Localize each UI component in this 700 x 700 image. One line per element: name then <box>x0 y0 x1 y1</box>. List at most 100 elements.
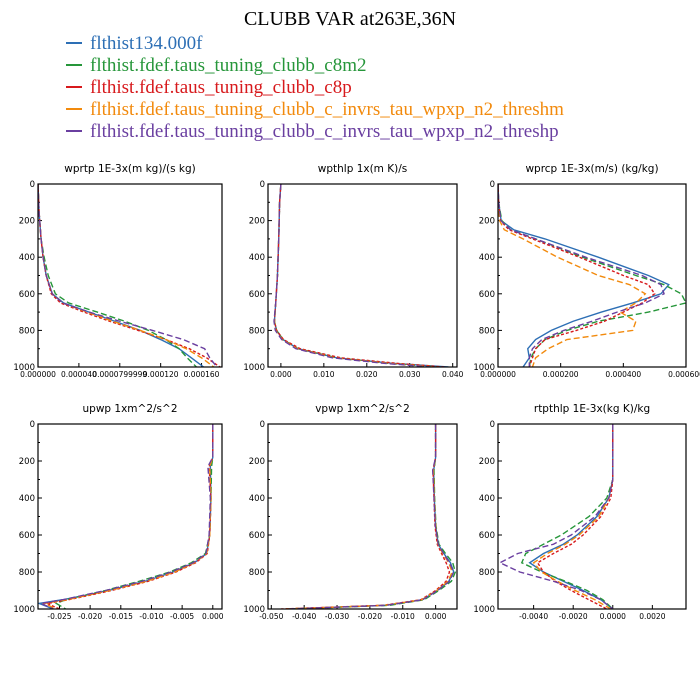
legend-label: flthist134.000f <box>90 33 203 54</box>
plot-frame <box>497 423 687 610</box>
x-tick-label: 0.000400 <box>605 370 641 379</box>
y-tick-label: 800 <box>479 568 495 578</box>
chart-panel: rtpthlp 1E-3x(kg K)/kg 0 200 400 600 800 1000 -… <box>473 403 687 621</box>
series-line <box>498 184 670 367</box>
legend-label: flthist.fdef.taus_tuning_clubb_c8m2 <box>90 55 367 76</box>
series-line <box>520 424 614 609</box>
series-line <box>536 424 614 609</box>
panel-title: wprtp 1E-3x(m kg)/(s kg) <box>64 163 195 175</box>
x-tick-label: -0.030 <box>325 612 349 621</box>
series-line <box>498 184 686 367</box>
y-tick-label: 200 <box>479 217 495 227</box>
panel-title: wprcp 1E-3x(m/s) (kg/kg) <box>525 163 658 175</box>
plot-frame <box>267 183 458 368</box>
y-tick-label: 600 <box>249 290 265 300</box>
y-tick-label: 800 <box>249 568 265 578</box>
x-tick-label: 0.000200 <box>543 370 579 379</box>
x-tick-label: -0.010 <box>391 612 415 621</box>
x-tick-label: 0.040 <box>442 370 464 379</box>
legend-item: flthist.fdef.taus_tuning_clubb_c_invrs_t… <box>66 99 564 121</box>
x-tick-label: 0.000000 <box>20 370 56 379</box>
chart-panel: wprtp 1E-3x(m kg)/(s kg) 0 200 400 600 800 100… <box>13 163 223 379</box>
x-tick-label: -0.005 <box>170 612 194 621</box>
x-tick-label: -0.025 <box>47 612 71 621</box>
x-tick-label: -0.050 <box>259 612 283 621</box>
series-line <box>290 424 457 609</box>
y-tick-label: 0 <box>260 180 265 190</box>
x-tick-label: -0.0020 <box>559 612 588 621</box>
legend-line-swatch <box>66 41 82 44</box>
y-tick-label: 800 <box>19 568 35 578</box>
legend-label: flthist.fdef.taus_tuning_clubb_c_invrs_t… <box>90 99 564 120</box>
y-tick-label: 200 <box>19 217 35 227</box>
series-line <box>287 424 455 609</box>
legend-item: flthist.fdef.taus_tuning_clubb_c_invrs_t… <box>66 121 564 143</box>
y-tick-label: 1000 <box>13 363 35 373</box>
y-tick-label: 800 <box>19 326 35 336</box>
series-line <box>38 424 214 609</box>
series-line <box>38 184 218 367</box>
y-tick-label: 600 <box>19 290 35 300</box>
y-tick-label: 1000 <box>243 605 265 615</box>
y-tick-label: 200 <box>249 217 265 227</box>
series-line <box>44 424 214 609</box>
x-tick-label: 0.0000799999 <box>92 370 147 379</box>
series-line <box>281 424 451 609</box>
panel-title: rtpthlp 1E-3x(kg K)/kg <box>534 403 650 415</box>
x-tick-label: 0.0000 <box>600 612 626 621</box>
y-tick-label: 600 <box>479 531 495 541</box>
series-line <box>273 184 436 367</box>
legend-label: flthist.fdef.taus_tuning_clubb_c8p <box>90 77 352 98</box>
y-tick-label: 200 <box>19 457 35 467</box>
y-tick-label: 200 <box>479 457 495 467</box>
legend-line-swatch <box>66 107 82 110</box>
y-tick-label: 400 <box>479 494 495 504</box>
plot-frame <box>267 423 458 610</box>
x-tick-label: -0.040 <box>292 612 316 621</box>
x-tick-label: 0.000600 <box>668 370 700 379</box>
series-line <box>38 184 215 367</box>
x-tick-label: 0.0020 <box>639 612 665 621</box>
legend: flthist134.000f flthist.fdef.taus_tuning… <box>66 33 564 143</box>
y-tick-label: 0 <box>30 420 35 430</box>
x-tick-label: -0.020 <box>358 612 382 621</box>
x-tick-label: -0.020 <box>78 612 102 621</box>
x-tick-label: 0.010 <box>313 370 335 379</box>
series-line <box>38 184 197 367</box>
y-tick-label: 800 <box>479 326 495 336</box>
x-tick-label: 0.000120 <box>143 370 179 379</box>
series-line <box>273 184 440 367</box>
series-line <box>273 184 449 367</box>
legend-item: flthist134.000f <box>66 33 564 55</box>
series-line <box>54 424 214 609</box>
series-line <box>38 184 221 367</box>
y-tick-label: 400 <box>479 253 495 263</box>
y-tick-label: 0 <box>30 180 35 190</box>
chart-panel: vpwp 1xm^2/s^2 0 200 400 600 800 1000-0.050 -0.… <box>243 403 458 621</box>
plot-frame <box>37 183 223 368</box>
legend-item: flthist.fdef.taus_tuning_clubb_c8m2 <box>66 55 564 77</box>
x-tick-label: 0.000000 <box>480 370 516 379</box>
y-tick-label: 800 <box>249 326 265 336</box>
series-line <box>287 424 455 609</box>
y-tick-label: 400 <box>19 494 35 504</box>
y-tick-label: 600 <box>479 290 495 300</box>
legend-line-swatch <box>66 85 82 88</box>
y-tick-label: 1000 <box>13 605 35 615</box>
panel-title: upwp 1xm^2/s^2 <box>83 403 178 415</box>
plot-frame <box>37 423 223 610</box>
figure-title: CLUBB VAR at263E,36N <box>243 8 457 30</box>
series-line <box>38 184 205 367</box>
legend-label: flthist.fdef.taus_tuning_clubb_c_invrs_t… <box>90 121 559 142</box>
series-line <box>498 424 614 609</box>
series-line <box>498 184 656 367</box>
series-line <box>498 184 647 367</box>
x-tick-label: 0.000160 <box>184 370 220 379</box>
y-tick-label: 600 <box>19 531 35 541</box>
x-tick-label: -0.010 <box>139 612 163 621</box>
series-line <box>38 424 214 609</box>
y-tick-label: 600 <box>249 531 265 541</box>
x-tick-label: 0.030 <box>399 370 421 379</box>
x-tick-label: 0.000 <box>425 612 447 621</box>
